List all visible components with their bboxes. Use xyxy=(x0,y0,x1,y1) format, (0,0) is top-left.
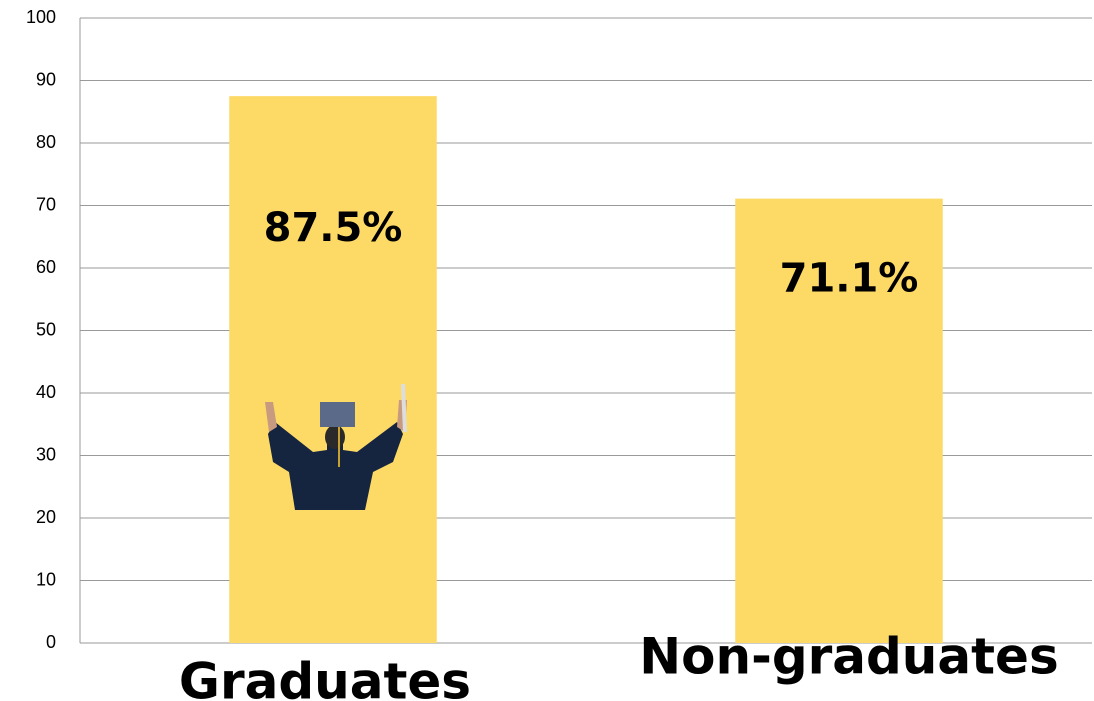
x-tick-label: Non-graduates xyxy=(639,628,1058,686)
x-tick-label: Graduates xyxy=(179,653,471,701)
y-tick-label: 30 xyxy=(36,444,56,464)
y-tick-label: 50 xyxy=(36,319,56,339)
y-tick-label: 40 xyxy=(36,382,56,402)
y-tick-label: 10 xyxy=(36,569,56,589)
chart: 0 10 20 30 40 50 60 70 80 90 100 87.5% Graduates 71.1… xyxy=(0,0,1094,701)
value-label: 71.1% xyxy=(780,256,919,302)
bar xyxy=(229,96,436,643)
y-tick-label: 60 xyxy=(36,257,56,277)
y-tick-label: 70 xyxy=(36,194,56,214)
value-label: 87.5% xyxy=(264,205,403,251)
y-tick-label: 0 xyxy=(46,632,56,652)
y-tick-label: 100 xyxy=(26,7,56,27)
plot-area: 0 10 20 30 40 50 60 70 80 90 100 87.5% Graduates 71.1… xyxy=(26,7,1092,701)
y-tick-label: 90 xyxy=(36,69,56,89)
y-tick-label: 80 xyxy=(36,132,56,152)
y-tick-label: 20 xyxy=(36,507,56,527)
